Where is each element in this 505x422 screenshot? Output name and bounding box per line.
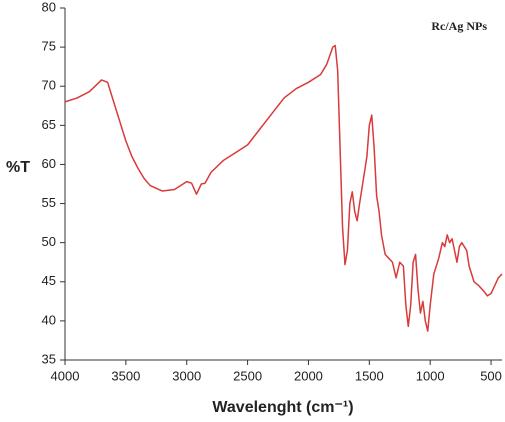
y-tick-label: 55 [42, 195, 56, 210]
x-tick-label: 3500 [111, 368, 140, 383]
y-axis-label: %T [6, 159, 30, 176]
x-tick-label: 1000 [416, 368, 445, 383]
x-tick-label: 2000 [294, 368, 323, 383]
x-tick-label: 4000 [51, 368, 80, 383]
y-tick-label: 65 [42, 117, 56, 132]
annotation: Rc/Ag NPs [431, 19, 487, 33]
x-tick-label: 3000 [172, 368, 201, 383]
y-tick-label: 75 [42, 39, 56, 54]
y-tick-label: 60 [42, 156, 56, 171]
y-tick-label: 70 [42, 78, 56, 93]
y-tick-label: 45 [42, 273, 56, 288]
x-axis-label: Wavelenght (cm⁻¹) [212, 399, 353, 416]
y-tick-label: 80 [42, 0, 56, 14]
y-tick-label: 50 [42, 234, 56, 249]
spectrum-line [64, 44, 503, 332]
x-tick-label: 1500 [355, 368, 384, 383]
x-tick-label: 2500 [233, 368, 262, 383]
x-tick-label: 500 [480, 368, 502, 383]
y-tick-label: 35 [42, 351, 56, 366]
y-tick-label: 40 [42, 312, 56, 327]
